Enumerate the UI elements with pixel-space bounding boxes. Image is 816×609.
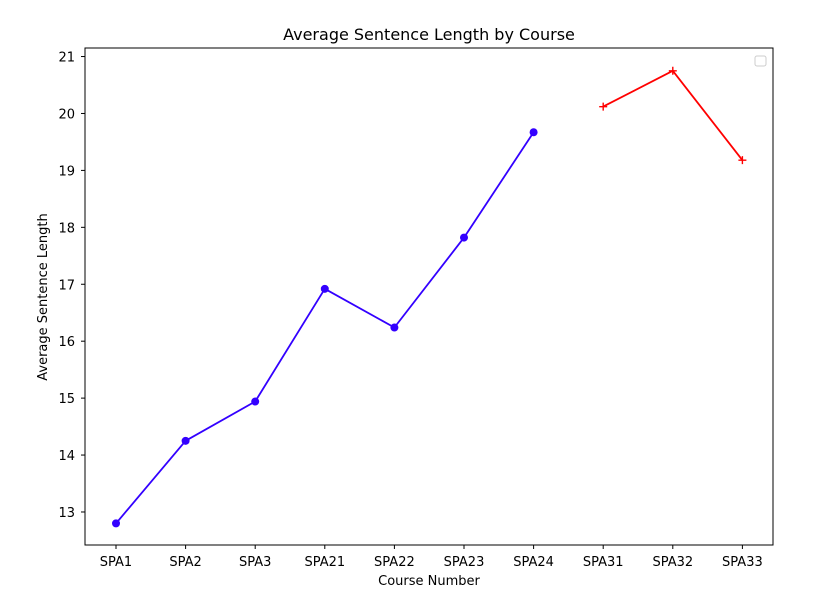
x-tick-label: SPA33 bbox=[722, 555, 763, 570]
data-point bbox=[320, 284, 329, 293]
data-point bbox=[181, 436, 190, 445]
data-point bbox=[599, 102, 608, 111]
data-point bbox=[251, 397, 260, 406]
y-tick-label: 13 bbox=[58, 506, 75, 521]
plot-area bbox=[84, 47, 774, 546]
x-tick-label: SPA21 bbox=[304, 555, 345, 570]
series-1 bbox=[112, 128, 538, 528]
x-tick-label: SPA31 bbox=[583, 555, 624, 570]
x-tick-label: SPA22 bbox=[374, 555, 415, 570]
x-tick-label: SPA24 bbox=[513, 555, 554, 570]
y-axis-label: Average Sentence Length bbox=[36, 213, 51, 380]
data-point bbox=[668, 66, 677, 75]
series-layer bbox=[112, 66, 747, 528]
y-tick-label: 16 bbox=[58, 335, 75, 350]
y-tick-label: 17 bbox=[58, 278, 75, 293]
x-tick-label: SPA32 bbox=[652, 555, 693, 570]
y-axis: 13 14 15 16 17 18 19 20 21 bbox=[58, 51, 85, 521]
x-axis: SPA1 SPA2 SPA3 SPA21 SPA22 SPA23 SPA24 SPA31 SPA… bbox=[100, 545, 763, 570]
data-point bbox=[529, 128, 538, 137]
y-tick-label: 20 bbox=[58, 107, 75, 122]
x-tick-label: SPA2 bbox=[169, 555, 201, 570]
legend-box bbox=[754, 55, 767, 67]
y-tick-label: 15 bbox=[58, 392, 75, 407]
data-point bbox=[738, 156, 747, 165]
y-tick-label: 19 bbox=[58, 164, 75, 179]
data-point bbox=[460, 233, 468, 242]
x-axis-label: Course Number bbox=[378, 574, 480, 589]
data-point bbox=[390, 323, 399, 332]
y-tick-label: 18 bbox=[58, 221, 75, 236]
x-tick-label: SPA23 bbox=[444, 555, 485, 570]
y-tick-label: 21 bbox=[58, 51, 75, 66]
y-tick-label: 14 bbox=[58, 449, 75, 464]
chart-title: Average Sentence Length by Course bbox=[283, 25, 575, 44]
series-2 bbox=[599, 66, 747, 165]
data-point bbox=[112, 519, 120, 528]
x-tick-label: SPA3 bbox=[239, 555, 271, 570]
x-tick-label: SPA1 bbox=[100, 555, 132, 570]
